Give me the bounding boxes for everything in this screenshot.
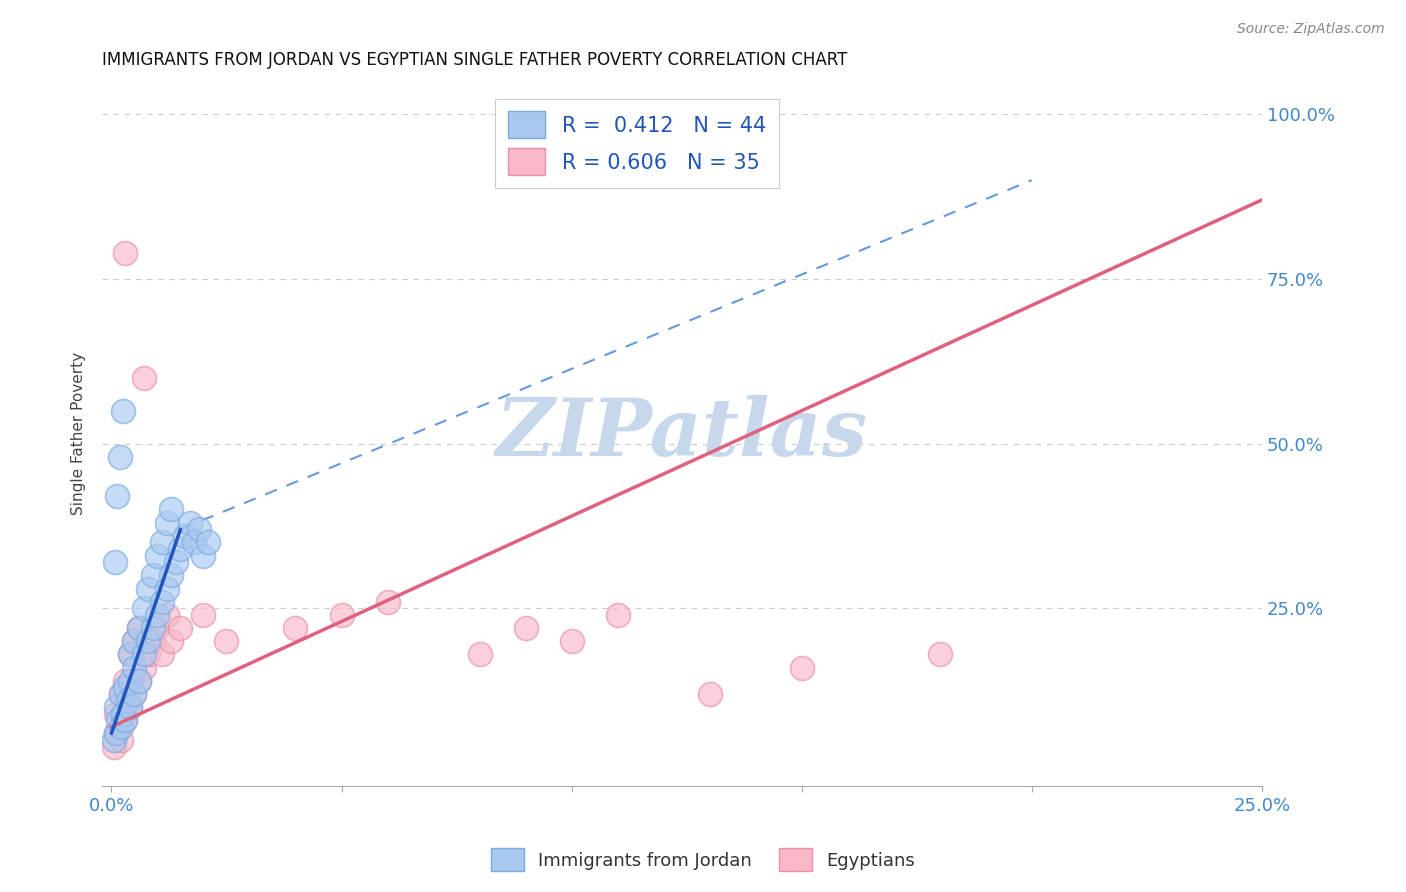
Point	[179, 516, 201, 530]
Point	[146, 621, 169, 635]
Point	[193, 549, 215, 563]
Point	[118, 673, 141, 688]
Point	[183, 535, 205, 549]
Point	[128, 673, 150, 688]
Point	[156, 516, 179, 530]
Point	[165, 555, 187, 569]
Point	[215, 634, 238, 648]
Point	[124, 660, 146, 674]
Point	[606, 607, 628, 622]
Point	[174, 529, 197, 543]
Point	[561, 634, 583, 648]
Point	[193, 607, 215, 622]
Point	[136, 634, 159, 648]
Point	[699, 687, 721, 701]
Point	[124, 687, 146, 701]
Point	[146, 607, 169, 622]
Point	[142, 621, 165, 635]
Point	[160, 502, 183, 516]
Point	[124, 634, 146, 648]
Point	[377, 595, 399, 609]
Point	[928, 648, 950, 662]
Point	[107, 713, 129, 727]
Point	[104, 555, 127, 569]
Point	[790, 660, 813, 674]
Point	[114, 673, 136, 688]
Point	[114, 713, 136, 727]
Point	[169, 541, 191, 556]
Point	[105, 489, 128, 503]
Point	[136, 648, 159, 662]
Point	[187, 522, 209, 536]
Point	[132, 370, 155, 384]
Point	[105, 726, 128, 740]
Point	[128, 621, 150, 635]
Point	[118, 648, 141, 662]
Point	[468, 648, 491, 662]
Point	[118, 700, 141, 714]
Point	[110, 687, 132, 701]
Point	[114, 245, 136, 260]
Point	[146, 549, 169, 563]
Point	[284, 621, 307, 635]
Point	[114, 713, 136, 727]
Point	[110, 687, 132, 701]
Point	[114, 681, 136, 695]
Legend: Immigrants from Jordan, Egyptians: Immigrants from Jordan, Egyptians	[484, 841, 922, 879]
Point	[103, 733, 125, 747]
Point	[117, 693, 139, 707]
Point	[197, 535, 219, 549]
Point	[128, 673, 150, 688]
Point	[515, 621, 537, 635]
Point	[160, 634, 183, 648]
Point	[136, 582, 159, 596]
Point	[110, 720, 132, 734]
Legend: R =  0.412   N = 44, R = 0.606   N = 35: R = 0.412 N = 44, R = 0.606 N = 35	[495, 99, 779, 188]
Point	[118, 648, 141, 662]
Point	[118, 700, 141, 714]
Point	[330, 607, 353, 622]
Point	[150, 595, 173, 609]
Point	[160, 568, 183, 582]
Point	[103, 739, 125, 754]
Text: ZIPatlas: ZIPatlas	[496, 395, 868, 473]
Point	[124, 687, 146, 701]
Text: IMMIGRANTS FROM JORDAN VS EGYPTIAN SINGLE FATHER POVERTY CORRELATION CHART: IMMIGRANTS FROM JORDAN VS EGYPTIAN SINGL…	[103, 51, 848, 69]
Point	[156, 607, 179, 622]
Y-axis label: Single Father Poverty: Single Father Poverty	[72, 352, 86, 516]
Text: Source: ZipAtlas.com: Source: ZipAtlas.com	[1237, 22, 1385, 37]
Point	[111, 403, 134, 417]
Point	[150, 648, 173, 662]
Point	[132, 648, 155, 662]
Point	[132, 601, 155, 615]
Point	[169, 621, 191, 635]
Point	[110, 733, 132, 747]
Point	[124, 634, 146, 648]
Point	[142, 568, 165, 582]
Point	[105, 706, 128, 721]
Point	[111, 706, 134, 721]
Point	[105, 700, 128, 714]
Point	[108, 450, 131, 464]
Point	[699, 114, 721, 128]
Point	[132, 660, 155, 674]
Point	[128, 621, 150, 635]
Point	[156, 582, 179, 596]
Point	[142, 634, 165, 648]
Point	[105, 726, 128, 740]
Point	[150, 535, 173, 549]
